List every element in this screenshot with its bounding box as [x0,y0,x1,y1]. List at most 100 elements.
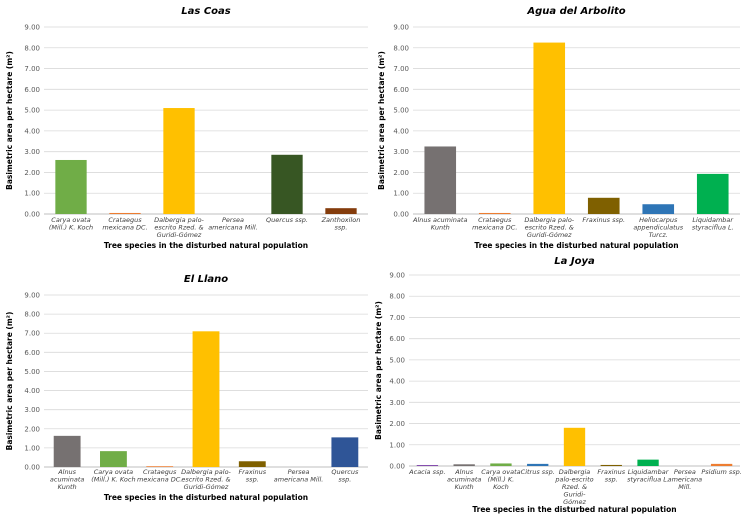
x-tick-label: Fraxinus ssp. [238,468,266,484]
bar [600,464,622,466]
y-tick-label: 3.00 [393,148,409,156]
y-axis-label: Basimetric area per hectare (m²) [374,301,383,440]
y-tick-label: 6.00 [389,335,405,343]
x-axis-label: Tree species in the disturbed natural po… [474,241,678,250]
x-tick-label: Fraxinus ssp. [582,216,625,224]
chart-title: La Joya [554,256,595,267]
chart-title: Las Coas [181,6,231,17]
x-axis-label: Tree species in the disturbed natural po… [104,241,308,250]
bar [563,427,586,466]
y-tick-label: 7.00 [393,65,409,73]
bar [238,461,266,467]
x-axis-label: Tree species in the disturbed natural po… [472,505,676,514]
x-tick-label: Liquidambar styraciflua L. [692,216,735,232]
x-tick-label: Carya ovata (Mill.) K. Koch [49,216,93,232]
bar [637,459,659,466]
bar [490,463,512,466]
chart-title: Agua del Arbolito [526,6,625,17]
y-tick-label: 2.00 [393,169,409,177]
chart-panel-2: 0.00 1.00 2.00 3.00 4.00 5.00 6.00 7.00 8.00 9.00… [5,274,368,502]
bar [163,108,195,214]
bar [100,451,127,467]
y-tick-label: 8.00 [24,311,40,319]
y-tick-label: 7.00 [389,314,405,322]
chart-panel-3: 0.00 1.00 2.00 3.00 4.00 5.00 6.00 7.00 8.00 9.00… [374,256,742,514]
y-tick-label: 4.00 [393,127,409,135]
x-tick-label: Heliocarpus appendiculatus Turcz. [633,216,683,239]
y-tick-label: 6.00 [24,349,40,357]
x-tick-label: Dalbergia palo-escrito Rzed. & Guridi-Góm… [154,216,204,239]
x-tick-label: Quercus ssp. [266,216,308,224]
y-tick-label: 4.00 [24,127,40,135]
y-tick-label: 3.00 [24,406,40,414]
x-axis-label: Tree species in the disturbed natural po… [104,493,308,502]
y-tick-label: 6.00 [393,86,409,94]
y-tick-label: 7.00 [24,330,40,338]
x-tick-label: Alnus acuminata Kunth [50,468,84,491]
x-tick-label: Persea americana Mill. [668,468,702,491]
y-tick-label: 4.00 [24,387,40,395]
bar [325,208,357,214]
bar [424,146,457,214]
y-tick-label: 9.00 [393,24,409,32]
x-tick-label: Persea americana Mill. [274,468,324,484]
x-tick-label: Liquidambar styraciflua L. [627,468,670,484]
x-tick-label: Zanthoxilon ssp. [321,216,361,232]
x-tick-label: Alnus acuminata Kunth [447,468,481,491]
y-axis-label: Basimetric area per hectare (m²) [5,312,14,451]
x-tick-label: Dalbergia palo-escrito Rzed. & Guridi-Gómez [554,468,593,506]
y-tick-label: 5.00 [393,107,409,115]
bar [533,42,566,215]
y-tick-label: 2.00 [24,425,40,433]
y-tick-label: 8.00 [24,44,40,52]
y-tick-label: 0.00 [389,463,405,471]
y-tick-label: 8.00 [393,44,409,52]
bar [109,212,141,214]
chart-panel-0: 0.00 1.00 2.00 3.00 4.00 5.00 6.00 7.00 8.00 9.00… [5,6,368,250]
y-tick-label: 8.00 [389,293,405,301]
bar [527,463,549,466]
x-tick-label: Carya ovata (Mill.) K. Koch [481,468,520,491]
y-tick-label: 9.00 [389,272,405,280]
x-tick-label: Psidium ssp. [701,468,742,476]
y-tick-label: 4.00 [389,378,405,386]
y-tick-label: 0.00 [393,211,409,219]
x-tick-label: Dalbergia palo-escrito Rzed. & Guridi-Góm… [524,216,574,239]
y-axis-label: Basimetric area per hectare (m²) [377,51,386,190]
x-tick-label: Dalbergia palo-escrito Rzed. & Guridi-Góm… [181,468,231,491]
y-tick-label: 5.00 [24,368,40,376]
bar [478,212,511,214]
chart-title: El Llano [184,274,228,285]
y-tick-label: 3.00 [389,399,405,407]
x-tick-label: Acacia ssp. [408,468,445,476]
y-tick-label: 6.00 [24,86,40,94]
y-tick-label: 9.00 [24,24,40,32]
y-tick-label: 0.00 [24,464,40,472]
y-tick-label: 0.00 [24,211,40,219]
y-tick-label: 1.00 [24,444,40,452]
x-tick-label: Quercus ssp. [331,468,359,484]
y-tick-label: 2.00 [389,420,405,428]
y-axis-label: Basimetric area per hectare (m²) [5,51,14,190]
bar [192,331,220,467]
y-tick-label: 1.00 [24,190,40,198]
bar [710,463,733,466]
bar [642,204,675,214]
y-tick-label: 5.00 [389,356,405,364]
x-tick-label: Crataegus mexicana DC. [472,216,517,232]
y-tick-label: 2.00 [24,169,40,177]
y-tick-label: 9.00 [24,292,40,300]
bar [416,465,439,466]
x-tick-label: Persea americana Mill. [208,216,258,232]
x-tick-label: Carya ovata (Mill.) K. Koch [91,468,135,484]
bar [696,173,729,214]
y-tick-label: 1.00 [389,441,405,449]
chart-panel-1: 0.00 1.00 2.00 3.00 4.00 5.00 6.00 7.00 8.00 9.00… [377,6,740,250]
bar [453,464,475,466]
bar [55,159,87,214]
y-tick-label: 5.00 [24,107,40,115]
x-tick-label: Crataegus mexicana DC. [102,216,147,232]
y-tick-label: 3.00 [24,148,40,156]
x-tick-label: Citrus ssp. [521,468,555,476]
